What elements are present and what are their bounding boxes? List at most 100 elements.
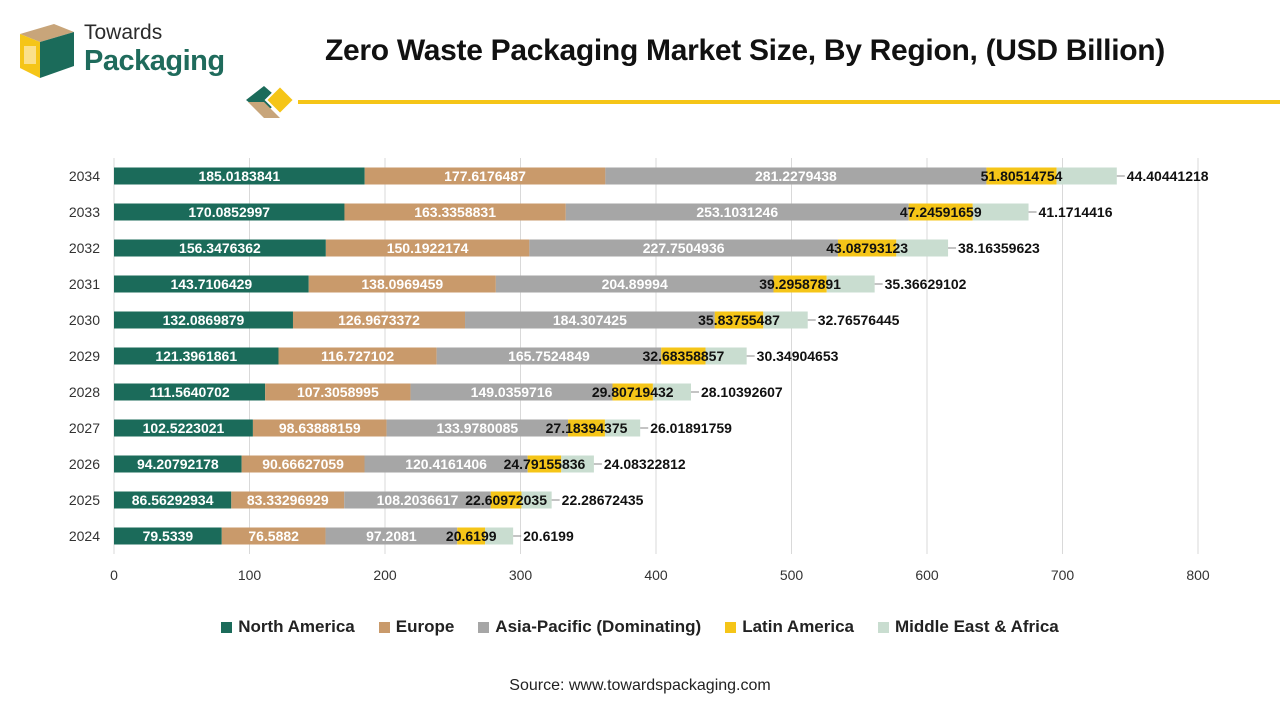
data-label: 143.7106429 — [170, 276, 252, 292]
bar-segment — [529, 239, 838, 257]
y-tick-label: 2034 — [69, 168, 100, 184]
bar-segment — [1056, 167, 1117, 185]
bar-segment — [565, 203, 909, 221]
brand-line-2: Packaging — [84, 45, 225, 77]
bar-segment — [661, 347, 706, 365]
data-label: 35.83755487 — [698, 312, 780, 328]
bar-segment — [252, 419, 387, 437]
data-label: 165.7524849 — [508, 348, 590, 364]
data-label: 97.2081 — [366, 528, 417, 544]
y-tick-label: 2031 — [69, 276, 100, 292]
data-label: 177.6176487 — [444, 168, 526, 184]
data-label: 227.7504936 — [643, 240, 725, 256]
data-label: 126.9673372 — [338, 312, 420, 328]
bar-segment — [604, 419, 641, 437]
data-label: 30.34904653 — [757, 348, 839, 364]
bar-segment — [837, 239, 897, 257]
bar-segment — [568, 419, 605, 437]
legend-item: North America — [221, 617, 355, 637]
y-tick-label: 2029 — [69, 348, 100, 364]
data-label: 22.28672435 — [562, 492, 644, 508]
data-label: 20.6199 — [523, 528, 574, 544]
bar-segment — [521, 491, 552, 509]
data-label: 204.89994 — [602, 276, 668, 292]
data-label: 98.63888159 — [279, 420, 361, 436]
chart-title: Zero Waste Packaging Market Size, By Reg… — [325, 34, 1165, 67]
data-label: 35.36629102 — [885, 276, 967, 292]
x-tick-label: 400 — [644, 567, 668, 583]
data-label: 116.727102 — [321, 348, 394, 364]
y-tick-label: 2026 — [69, 456, 100, 472]
box-logo-icon — [20, 24, 74, 78]
legend-item: Europe — [378, 617, 455, 637]
bar-segment — [241, 455, 365, 473]
legend-label: Europe — [395, 617, 455, 636]
data-label: 111.5640702 — [149, 384, 229, 400]
bar-segment — [114, 239, 326, 257]
legend-swatch — [221, 621, 233, 633]
data-label: 107.3058995 — [297, 384, 379, 400]
data-label: 184.307425 — [553, 312, 627, 328]
bar-segment — [221, 527, 326, 545]
source-note: Source: www.towardspackaging.com — [509, 677, 771, 694]
bar-segment — [325, 239, 530, 257]
y-tick-label: 2032 — [69, 240, 100, 256]
data-label: 38.16359623 — [958, 240, 1040, 256]
x-tick-label: 100 — [238, 567, 262, 583]
x-tick-label: 0 — [110, 567, 118, 583]
data-label: 76.5882 — [248, 528, 299, 544]
data-label: 20.6199 — [446, 528, 497, 544]
legend-swatch — [725, 621, 737, 633]
data-label: 121.3961861 — [155, 348, 237, 364]
bar-segment — [114, 311, 293, 329]
bar-segment — [114, 455, 242, 473]
brand-logo: Towards Packaging — [18, 20, 238, 84]
legend-item: Middle East & Africa — [878, 617, 1059, 637]
data-label: 132.0869879 — [163, 312, 245, 328]
data-label: 253.1031246 — [696, 204, 778, 220]
legend-swatch — [878, 621, 890, 633]
data-label: 94.20792178 — [137, 456, 219, 472]
data-label: 43.08793123 — [826, 240, 908, 256]
data-label: 79.5339 — [143, 528, 194, 544]
data-label: 83.33296929 — [247, 492, 329, 508]
legend-label: North America — [238, 617, 355, 636]
bar-segment — [705, 347, 747, 365]
y-tick-label: 2033 — [69, 204, 100, 220]
data-label: 90.66627059 — [262, 456, 344, 472]
bar-segment — [231, 491, 345, 509]
bar-segment — [344, 491, 491, 509]
bar-segment — [114, 167, 365, 185]
data-label: 41.1714416 — [1039, 204, 1113, 220]
legend-item: Latin America — [725, 617, 854, 637]
bar-segment — [986, 167, 1057, 185]
data-label: 26.01891759 — [650, 420, 732, 436]
bar-segment — [495, 275, 774, 293]
data-label: 28.10392607 — [701, 384, 783, 400]
bar-segment — [114, 527, 222, 545]
data-label: 51.80514754 — [981, 168, 1063, 184]
data-label: 47.24591659 — [900, 204, 982, 220]
data-label: 24.08322812 — [604, 456, 686, 472]
legend-item: Asia-Pacific (Dominating) — [478, 617, 701, 637]
x-tick-label: 500 — [780, 567, 804, 583]
bar-segment — [972, 203, 1029, 221]
data-label: 44.40441218 — [1127, 168, 1209, 184]
decorative-divider — [246, 84, 1280, 118]
data-label: 163.3358831 — [414, 204, 496, 220]
bar-segment — [457, 527, 486, 545]
bar-segment — [386, 419, 569, 437]
bar-segment — [436, 347, 662, 365]
bar-segment — [605, 167, 987, 185]
bar-segment — [561, 455, 594, 473]
data-label: 133.9780085 — [436, 420, 518, 436]
data-label: 22.60972035 — [465, 492, 547, 508]
bar-segment — [114, 383, 266, 401]
data-label: 102.5223021 — [143, 420, 225, 436]
bar-segment — [410, 383, 613, 401]
bar-segment — [325, 527, 458, 545]
data-label: 156.3476362 — [179, 240, 261, 256]
legend-swatch — [478, 621, 490, 633]
bar-segment — [826, 275, 875, 293]
bar-segment — [114, 275, 309, 293]
